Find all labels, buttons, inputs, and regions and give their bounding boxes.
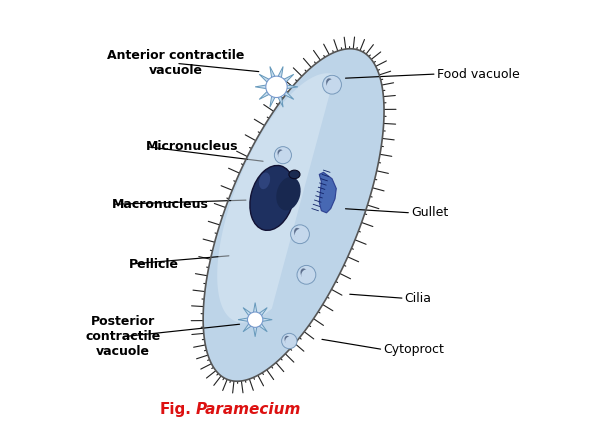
- Ellipse shape: [284, 336, 291, 345]
- Text: Fig.: Fig.: [159, 402, 191, 417]
- Ellipse shape: [278, 149, 285, 159]
- Text: Paramecium: Paramecium: [196, 402, 301, 417]
- Text: Micronucleus: Micronucleus: [146, 140, 239, 153]
- Circle shape: [281, 333, 297, 349]
- Circle shape: [297, 265, 316, 284]
- Text: Cilia: Cilia: [404, 292, 431, 305]
- Polygon shape: [255, 67, 298, 107]
- Text: Food vacuole: Food vacuole: [437, 68, 520, 80]
- Text: Macronucleus: Macronucleus: [112, 198, 209, 211]
- Ellipse shape: [276, 177, 301, 210]
- Ellipse shape: [289, 170, 300, 179]
- Circle shape: [247, 312, 263, 327]
- Circle shape: [301, 269, 313, 281]
- Polygon shape: [203, 49, 384, 381]
- Polygon shape: [238, 303, 272, 337]
- Ellipse shape: [259, 172, 270, 189]
- Circle shape: [327, 79, 339, 91]
- Circle shape: [295, 229, 307, 241]
- Text: Pellicle: Pellicle: [129, 258, 179, 270]
- Ellipse shape: [326, 78, 334, 89]
- Text: Gullet: Gullet: [411, 206, 448, 219]
- Ellipse shape: [250, 166, 295, 230]
- Ellipse shape: [301, 268, 308, 280]
- Polygon shape: [217, 73, 335, 322]
- Polygon shape: [319, 172, 337, 213]
- Circle shape: [285, 336, 295, 347]
- Circle shape: [278, 150, 289, 161]
- Circle shape: [274, 147, 292, 164]
- Circle shape: [290, 225, 310, 244]
- Text: Anterior contractile
vacuole: Anterior contractile vacuole: [107, 49, 245, 77]
- Circle shape: [323, 75, 341, 94]
- Text: Posterior
contractile
vacuole: Posterior contractile vacuole: [85, 315, 160, 358]
- Circle shape: [266, 76, 287, 98]
- Text: Cytoproct: Cytoproct: [383, 343, 444, 356]
- Ellipse shape: [294, 228, 302, 239]
